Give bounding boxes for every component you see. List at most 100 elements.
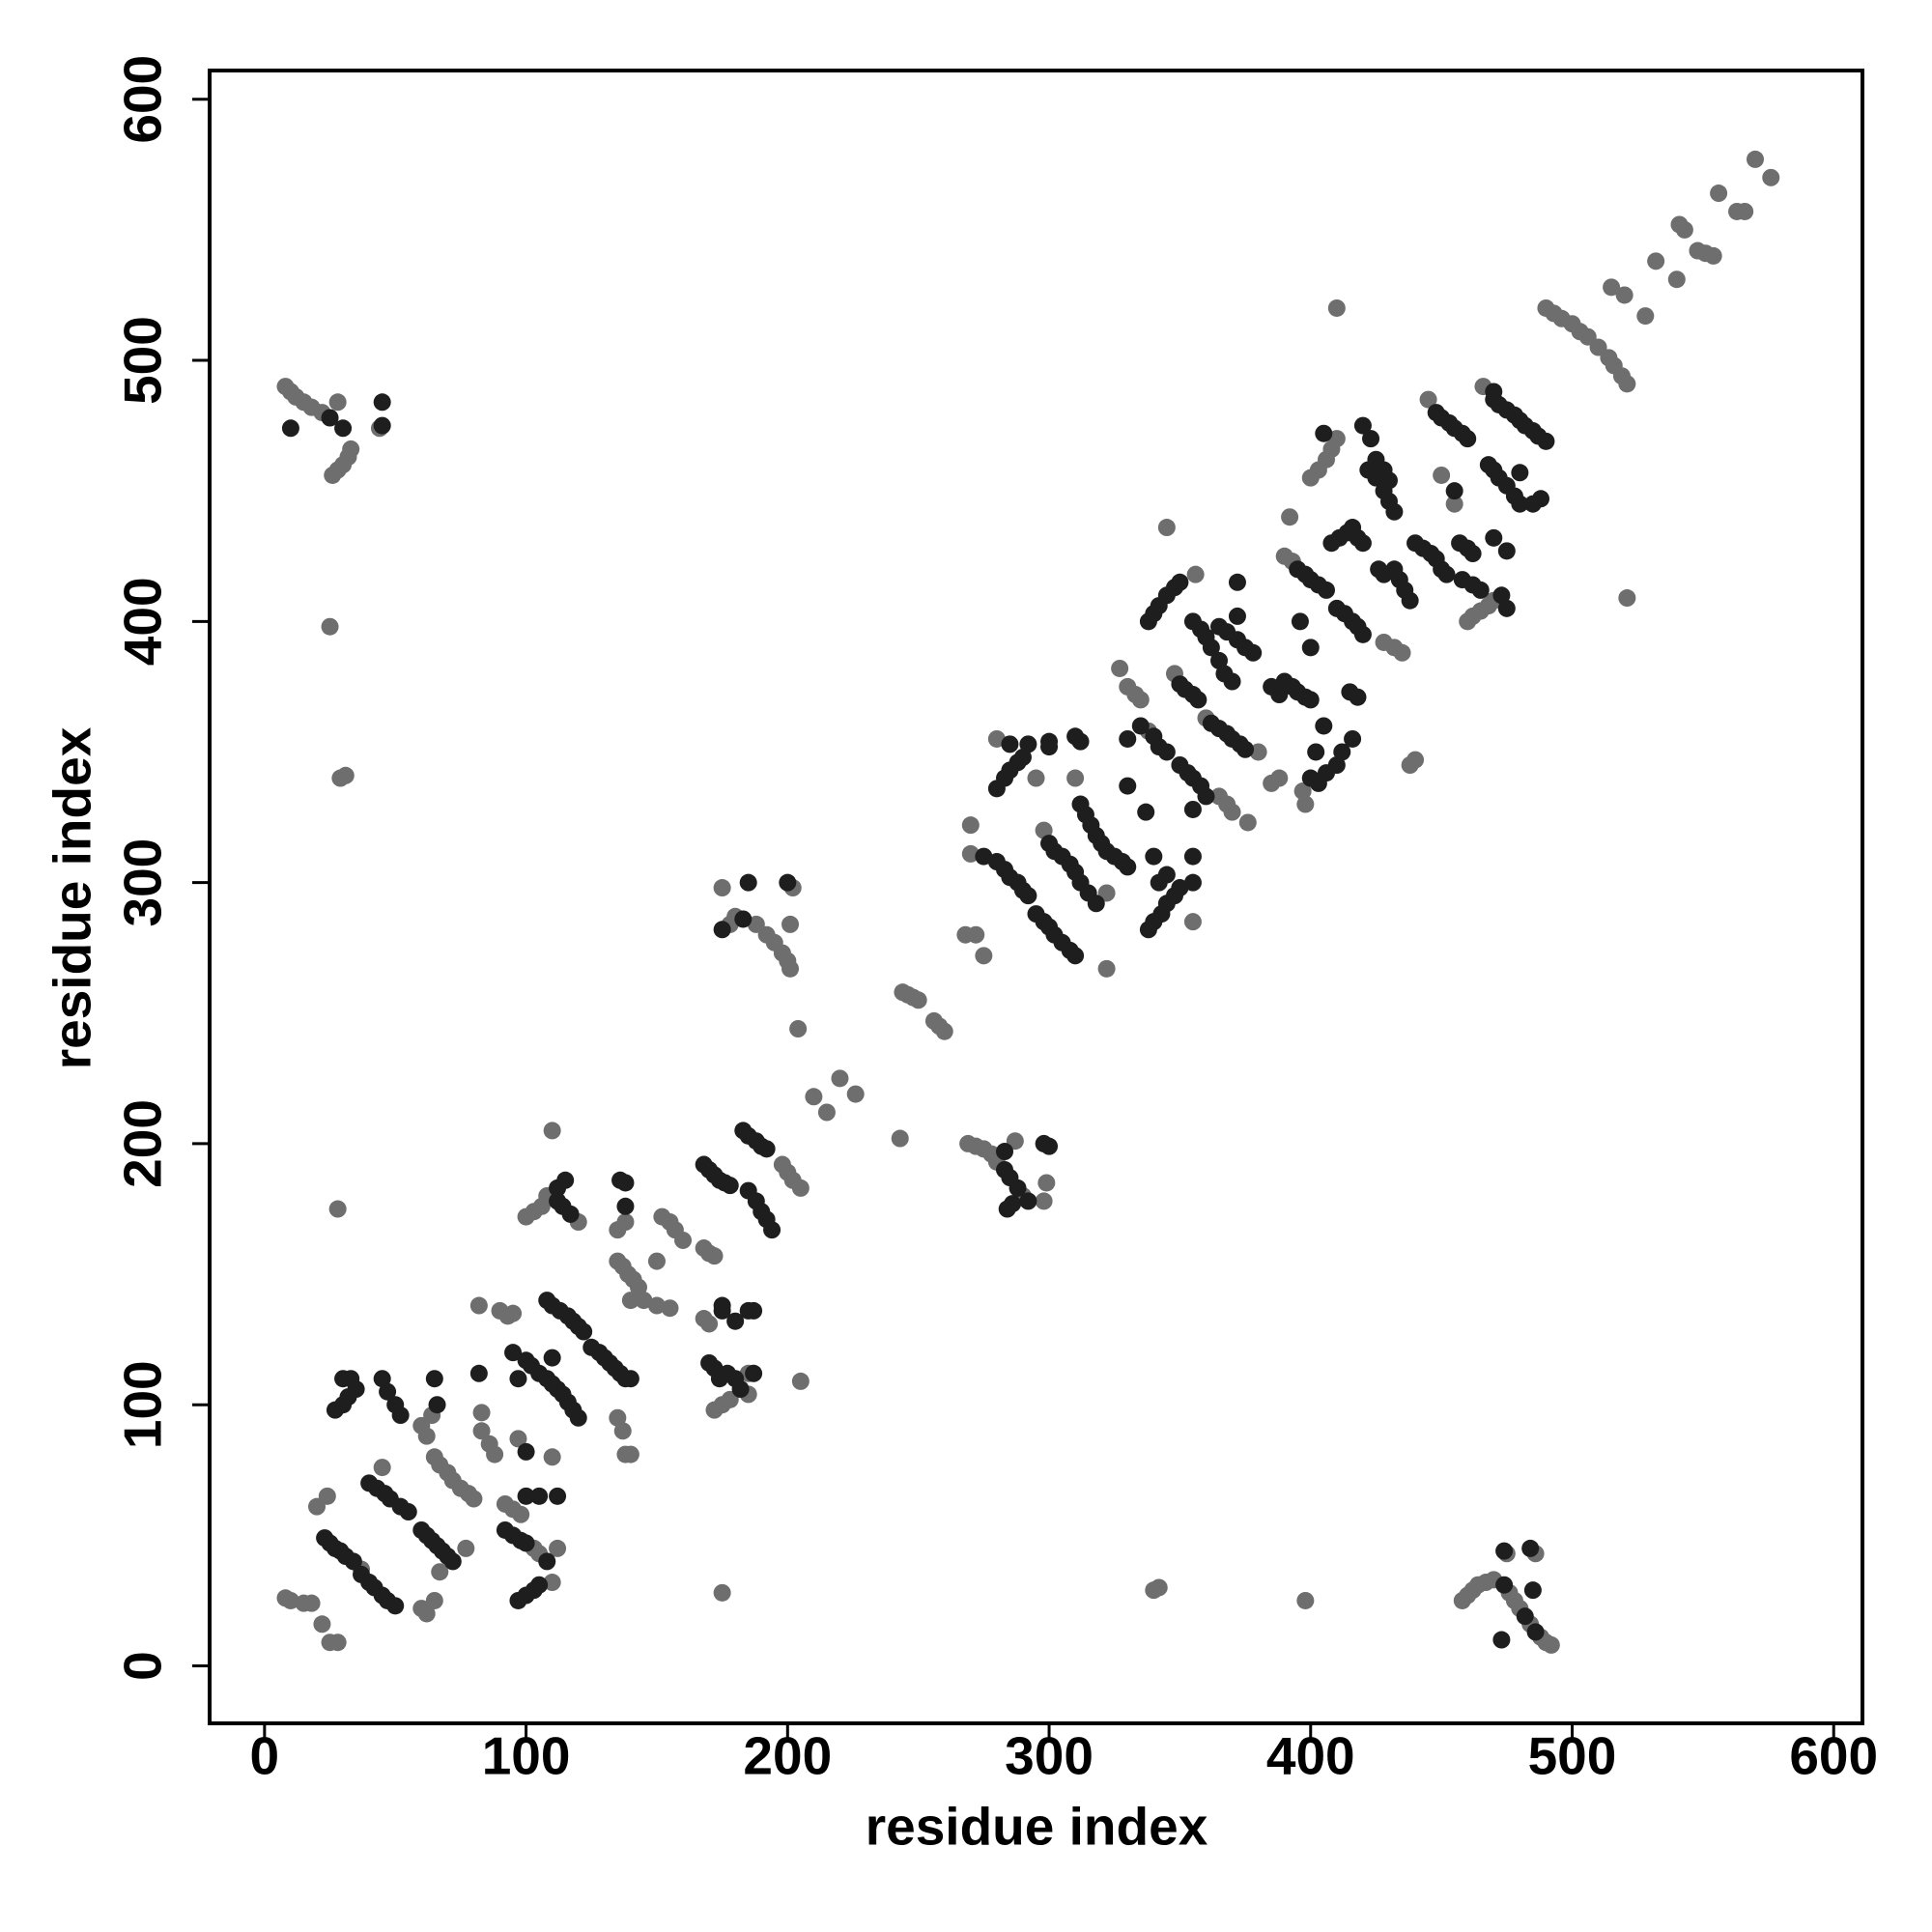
scatter-point <box>1202 639 1220 657</box>
scatter-point <box>517 1534 535 1552</box>
scatter-point <box>417 1605 436 1623</box>
scatter-point <box>613 1422 632 1440</box>
scatter-point <box>1710 185 1728 203</box>
scatter-point <box>1492 586 1511 605</box>
scatter-point <box>328 1634 347 1652</box>
scatter-point <box>700 1315 719 1333</box>
scatter-point <box>1636 307 1655 326</box>
scatter-point <box>1035 821 1053 839</box>
scatter-point <box>1419 390 1437 409</box>
scatter-point <box>1362 430 1380 448</box>
scatter-point <box>1223 803 1241 821</box>
scatter-point <box>789 1020 808 1038</box>
scatter-point <box>1223 672 1241 691</box>
scatter-point <box>1393 643 1411 662</box>
scatter-point <box>543 1122 561 1140</box>
scatter-point <box>391 1406 410 1425</box>
scatter-point <box>975 947 993 965</box>
scatter-point <box>757 1140 776 1158</box>
scatter-point <box>1375 565 1393 583</box>
scatter-point <box>1171 879 1189 897</box>
scatter-point <box>512 1505 530 1523</box>
scatter-point <box>1111 659 1129 677</box>
scatter-point <box>321 617 339 636</box>
scatter-point <box>1327 755 1346 774</box>
scatter-point <box>1137 803 1155 821</box>
scatter-point <box>1485 383 1503 401</box>
scatter-point <box>509 1370 527 1388</box>
scatter-point <box>1516 1607 1534 1626</box>
y-tick-label: 600 <box>113 55 173 144</box>
scatter-point <box>1236 740 1255 758</box>
scatter-point <box>609 1408 627 1427</box>
scatter-point <box>373 416 391 435</box>
y-tick-label: 400 <box>113 577 173 666</box>
scatter-point <box>1485 528 1503 547</box>
scatter-point <box>1071 732 1090 751</box>
scatter-point <box>1401 591 1419 610</box>
scatter-point <box>509 1430 527 1448</box>
scatter-point <box>1249 743 1267 761</box>
scatter-point <box>891 1129 909 1148</box>
scatter-point <box>731 1380 750 1399</box>
scatter-point <box>1318 581 1336 599</box>
y-axis-title: residue index <box>43 726 102 1069</box>
scatter-point <box>817 1103 836 1122</box>
scatter-point <box>1523 1581 1542 1600</box>
scatter-point <box>1532 490 1550 508</box>
scatter-point <box>1197 787 1215 806</box>
scatter-point <box>1270 769 1289 787</box>
scatter-point <box>1511 495 1529 513</box>
scatter-point <box>1291 612 1309 631</box>
x-tick-label: 600 <box>1789 1726 1878 1786</box>
scatter-point <box>1647 252 1665 270</box>
scatter-point <box>987 729 1006 748</box>
scatter-point <box>726 1312 745 1330</box>
scatter-point <box>1353 625 1372 643</box>
scatter-point <box>549 1539 567 1557</box>
scatter-point <box>543 1574 561 1592</box>
scatter-point <box>556 1171 575 1189</box>
scatter-point <box>713 921 731 939</box>
scatter-point <box>425 1591 443 1609</box>
scatter-point <box>431 1563 449 1581</box>
scatter-point <box>318 1487 336 1505</box>
scatter-point <box>1119 858 1137 876</box>
x-tick-label: 100 <box>482 1726 571 1786</box>
scatter-point <box>1603 278 1621 297</box>
x-axis-title: residue index <box>866 1797 1208 1857</box>
scatter-point <box>1344 729 1362 748</box>
scatter-point <box>517 1487 535 1505</box>
scatter-point <box>1066 947 1085 965</box>
scatter-point <box>575 1322 593 1341</box>
scatter-point <box>1009 1179 1027 1197</box>
scatter-point <box>621 1370 639 1388</box>
scatter-point <box>1353 534 1372 553</box>
scatter-point <box>996 1143 1014 1161</box>
scatter-point <box>1495 1542 1514 1560</box>
y-tick-label: 200 <box>113 1099 173 1188</box>
scatter-point <box>1040 1137 1059 1155</box>
scatter-point <box>1019 735 1037 753</box>
scatter-point <box>334 419 353 438</box>
scatter-point <box>961 844 980 863</box>
scatter-point <box>1004 1195 1022 1213</box>
scatter-point <box>425 1370 443 1388</box>
y-tick-label: 300 <box>113 838 173 927</box>
y-tick-label: 0 <box>113 1651 173 1681</box>
scatter-point <box>1157 743 1176 761</box>
scatter-point <box>1492 1631 1511 1649</box>
scatter-point <box>713 1296 731 1315</box>
scatter-point <box>1228 607 1246 625</box>
scatter-point <box>1704 246 1722 265</box>
scatter-point <box>1747 150 1765 168</box>
scatter-point <box>373 393 391 412</box>
scatter-point <box>1019 887 1037 905</box>
scatter-point <box>530 1576 549 1594</box>
scatter-point <box>1150 1578 1168 1597</box>
scatter-point <box>621 1445 639 1463</box>
scatter-point <box>1542 1635 1560 1654</box>
scatter-point <box>1471 581 1490 599</box>
scatter-point <box>313 1615 331 1634</box>
scatter-point <box>281 419 299 438</box>
